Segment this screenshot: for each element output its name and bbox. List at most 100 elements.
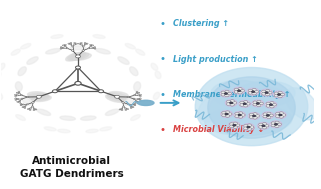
- Ellipse shape: [60, 116, 75, 120]
- Ellipse shape: [46, 49, 60, 54]
- Circle shape: [247, 126, 250, 128]
- Circle shape: [134, 103, 136, 105]
- Circle shape: [256, 102, 259, 105]
- Circle shape: [72, 46, 74, 47]
- Circle shape: [265, 89, 270, 92]
- Text: Membrane Permeability ↑: Membrane Permeability ↑: [173, 90, 291, 99]
- Ellipse shape: [105, 109, 119, 115]
- Circle shape: [92, 47, 94, 49]
- Circle shape: [132, 107, 134, 108]
- Circle shape: [75, 66, 81, 69]
- Circle shape: [225, 115, 230, 117]
- Circle shape: [240, 101, 244, 104]
- Circle shape: [228, 113, 232, 115]
- Circle shape: [26, 104, 28, 105]
- Circle shape: [16, 92, 18, 93]
- Circle shape: [84, 44, 86, 45]
- Ellipse shape: [134, 82, 141, 91]
- Circle shape: [137, 101, 139, 102]
- Circle shape: [279, 115, 283, 118]
- Circle shape: [224, 93, 228, 94]
- Circle shape: [90, 46, 91, 47]
- Circle shape: [62, 45, 64, 46]
- Circle shape: [138, 92, 140, 93]
- Circle shape: [259, 102, 263, 105]
- Ellipse shape: [21, 43, 31, 49]
- Circle shape: [234, 112, 246, 119]
- Circle shape: [262, 112, 274, 119]
- Circle shape: [243, 104, 248, 107]
- Ellipse shape: [96, 49, 110, 54]
- Circle shape: [139, 98, 141, 99]
- Circle shape: [24, 107, 26, 108]
- Circle shape: [269, 114, 273, 117]
- Circle shape: [70, 44, 72, 45]
- Circle shape: [235, 124, 240, 126]
- Ellipse shape: [108, 91, 128, 98]
- Circle shape: [270, 102, 274, 104]
- Ellipse shape: [0, 63, 5, 70]
- Circle shape: [262, 90, 266, 93]
- Circle shape: [66, 48, 68, 49]
- Ellipse shape: [68, 52, 86, 60]
- Circle shape: [60, 47, 62, 48]
- Circle shape: [24, 106, 26, 107]
- Circle shape: [272, 103, 276, 106]
- Circle shape: [247, 128, 252, 130]
- Circle shape: [253, 116, 257, 119]
- Circle shape: [252, 115, 256, 117]
- Circle shape: [36, 95, 41, 98]
- Circle shape: [62, 47, 64, 49]
- Circle shape: [130, 107, 132, 108]
- Text: •: •: [159, 54, 165, 64]
- Circle shape: [237, 90, 241, 92]
- Circle shape: [130, 106, 132, 107]
- Circle shape: [225, 94, 229, 97]
- Circle shape: [21, 98, 23, 100]
- Circle shape: [15, 98, 17, 99]
- Circle shape: [17, 95, 19, 96]
- Ellipse shape: [211, 80, 273, 109]
- Ellipse shape: [136, 49, 145, 55]
- Circle shape: [256, 104, 261, 107]
- Ellipse shape: [107, 94, 126, 101]
- Circle shape: [17, 101, 19, 102]
- Circle shape: [251, 91, 255, 93]
- Ellipse shape: [29, 94, 49, 101]
- Circle shape: [225, 99, 237, 106]
- Circle shape: [90, 44, 91, 45]
- Ellipse shape: [233, 81, 295, 108]
- Circle shape: [121, 109, 123, 111]
- Circle shape: [262, 92, 266, 95]
- Circle shape: [228, 122, 240, 129]
- Circle shape: [257, 122, 269, 129]
- Ellipse shape: [27, 57, 38, 64]
- Ellipse shape: [118, 57, 129, 64]
- Circle shape: [279, 114, 282, 116]
- Circle shape: [94, 48, 96, 49]
- Circle shape: [76, 43, 78, 44]
- Circle shape: [78, 43, 80, 44]
- Circle shape: [263, 115, 267, 118]
- Circle shape: [20, 103, 22, 105]
- Circle shape: [240, 89, 245, 92]
- Circle shape: [233, 87, 245, 94]
- Circle shape: [80, 44, 82, 45]
- Circle shape: [259, 123, 263, 126]
- Circle shape: [253, 113, 257, 115]
- Circle shape: [244, 125, 248, 127]
- Circle shape: [21, 95, 22, 96]
- Circle shape: [247, 88, 259, 95]
- Circle shape: [277, 123, 282, 126]
- Ellipse shape: [125, 43, 135, 49]
- Circle shape: [75, 55, 81, 58]
- Circle shape: [238, 114, 241, 116]
- Ellipse shape: [70, 46, 86, 50]
- Circle shape: [30, 108, 31, 109]
- Circle shape: [31, 106, 33, 107]
- Text: Light production ↑: Light production ↑: [173, 55, 258, 64]
- Circle shape: [230, 103, 234, 106]
- Circle shape: [280, 93, 284, 96]
- Ellipse shape: [208, 77, 295, 138]
- Circle shape: [235, 112, 239, 115]
